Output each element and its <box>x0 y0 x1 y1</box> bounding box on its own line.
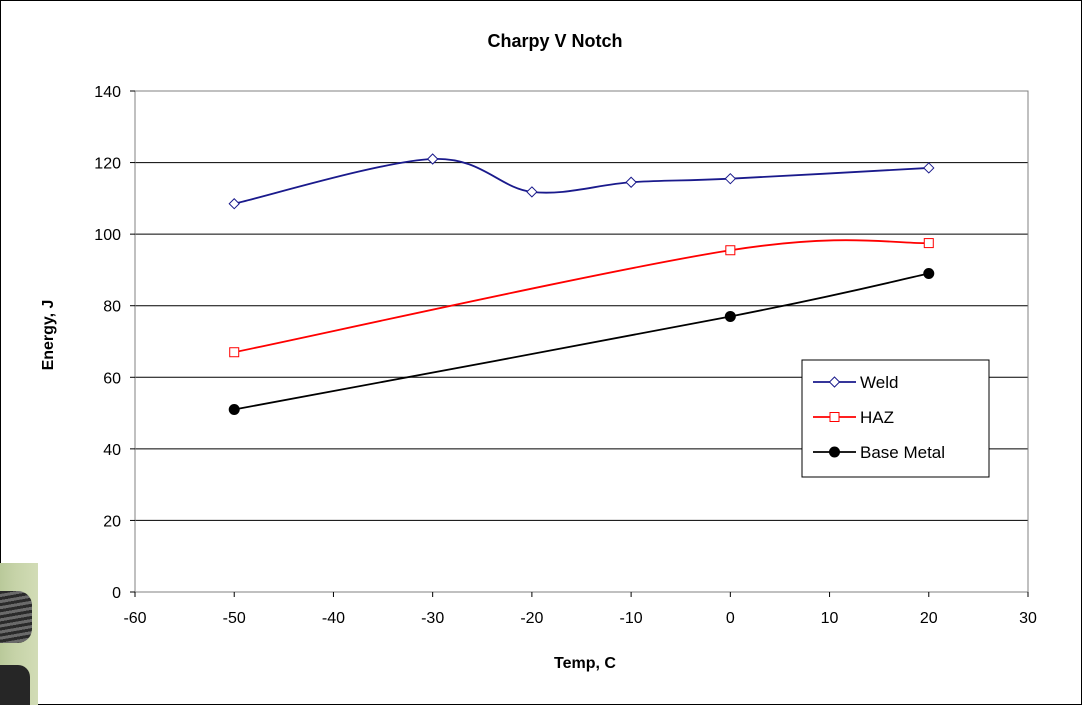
legend-swatch-marker <box>828 376 841 388</box>
data-point-weld <box>228 198 240 210</box>
legend-swatch-marker <box>829 412 840 422</box>
data-point-haz <box>725 245 736 256</box>
data-point-weld <box>923 162 935 174</box>
x-tick-label: -50 <box>223 610 246 627</box>
data-point-weld <box>625 176 637 188</box>
y-tick-label: 0 <box>112 585 121 602</box>
y-tick-label: 140 <box>94 84 121 101</box>
series-line-weld <box>234 158 929 205</box>
y-tick-label: 120 <box>94 156 121 173</box>
series-base-metal <box>228 268 935 415</box>
data-point-haz <box>229 347 240 358</box>
y-tick-label: 100 <box>94 227 121 244</box>
specimen-photo <box>0 563 38 705</box>
series-group <box>228 153 935 415</box>
series-weld <box>228 153 935 210</box>
data-point-base-metal <box>724 310 736 322</box>
x-axis-label: Temp, C <box>554 655 616 672</box>
x-tick-label: 0 <box>726 610 735 627</box>
x-tick-label: 10 <box>821 610 839 627</box>
legend-label: Weld <box>860 373 898 392</box>
y-tick-label: 20 <box>103 513 121 530</box>
specimen-photo-fracture <box>0 591 32 643</box>
plot-area <box>134 90 1029 593</box>
x-tick-label: -40 <box>322 610 345 627</box>
y-axis-tick-labels: 0 20 40 60 80 100 120 140 <box>94 84 135 602</box>
series-line-haz <box>234 239 929 354</box>
x-tick-label: 20 <box>920 610 938 627</box>
legend-item-base-metal: Base Metal <box>813 443 945 462</box>
x-tick-label: 30 <box>1019 610 1037 627</box>
x-tick-label: -10 <box>620 610 643 627</box>
data-point-base-metal <box>228 403 240 415</box>
y-axis-label: Energy, J <box>40 300 57 371</box>
series-haz <box>229 238 934 358</box>
x-tick-label: -30 <box>421 610 444 627</box>
x-tick-label: -20 <box>520 610 543 627</box>
data-point-haz <box>923 238 934 249</box>
legend: Weld HAZ Base Metal <box>801 359 990 478</box>
chart-title: Charpy V Notch <box>487 31 622 51</box>
legend-label: HAZ <box>860 408 894 427</box>
data-point-base-metal <box>923 268 935 280</box>
legend-swatch-marker <box>829 446 840 458</box>
x-tick-label: -60 <box>123 610 146 627</box>
specimen-photo-piece <box>0 665 30 705</box>
y-tick-label: 80 <box>103 299 121 316</box>
legend-item-weld: Weld <box>813 373 898 392</box>
x-axis-tick-labels: -60 -50 -40 -30 -20 -10 0 10 20 30 <box>123 592 1037 627</box>
data-point-weld <box>724 172 737 185</box>
data-point-weld <box>426 153 439 165</box>
data-point-weld <box>526 186 538 198</box>
y-tick-label: 60 <box>103 370 121 387</box>
y-tick-label: 40 <box>103 442 121 459</box>
legend-item-haz: HAZ <box>813 408 894 427</box>
series-line-base-metal <box>234 272 929 411</box>
legend-label: Base Metal <box>860 443 945 462</box>
